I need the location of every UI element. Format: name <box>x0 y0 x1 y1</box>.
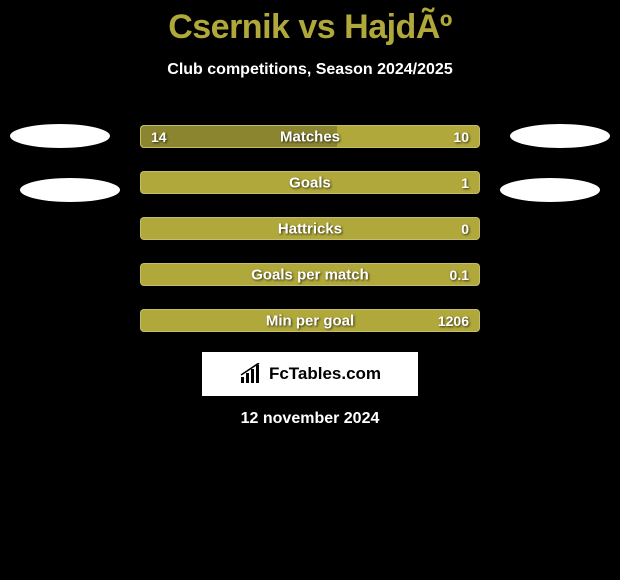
bar-chart-icon <box>239 363 263 385</box>
decor-ellipse <box>500 178 600 202</box>
bar-label: Matches <box>141 128 479 145</box>
page-subtitle: Club competitions, Season 2024/2025 <box>0 61 620 79</box>
bar-row: Goals per match0.1 <box>140 263 480 286</box>
bar-row: Min per goal1206 <box>140 309 480 332</box>
decor-ellipse <box>20 178 120 202</box>
bar-row: 14Matches10 <box>140 125 480 148</box>
date-text: 12 november 2024 <box>0 410 620 428</box>
decor-ellipse <box>10 124 110 148</box>
page-title: Csernik vs HajdÃº <box>0 0 620 47</box>
logo-box: FcTables.com <box>202 352 418 396</box>
logo-text: FcTables.com <box>269 364 381 384</box>
bar-value-right: 0.1 <box>450 267 469 283</box>
bar-label: Hattricks <box>141 220 479 237</box>
bar-row: Goals1 <box>140 171 480 194</box>
bar-value-right: 1206 <box>438 313 469 329</box>
comparison-bars: 14Matches10 Goals1 Hattricks0 Goals per mat… <box>140 125 480 355</box>
bar-value-right: 1 <box>461 175 469 191</box>
decor-ellipse <box>510 124 610 148</box>
bar-row: Hattricks0 <box>140 217 480 240</box>
bar-label: Min per goal <box>141 312 479 329</box>
bar-label: Goals per match <box>141 266 479 283</box>
bar-value-right: 10 <box>453 129 469 145</box>
bar-label: Goals <box>141 174 479 191</box>
bar-value-right: 0 <box>461 221 469 237</box>
